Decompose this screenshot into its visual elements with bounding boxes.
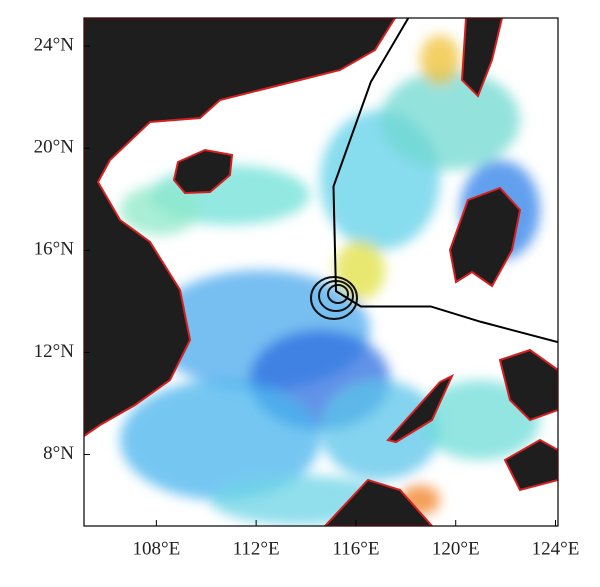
borneo [323,478,434,526]
taiwan [460,18,504,98]
luzon [448,186,522,288]
x-tick-label: 124°E [532,538,580,559]
data-field [120,35,540,525]
track [332,18,558,344]
x-tick-label: 116°E [332,538,379,559]
y-tick-label: 24°N [34,34,75,55]
y-tick-label: 20°N [34,137,75,158]
hainan [172,148,234,195]
mainland [84,18,397,438]
x-tick-label: 108°E [132,538,180,559]
mindanao [503,438,558,492]
x-tick-label: 112°E [233,538,280,559]
y-tick-label: 12°N [34,341,75,362]
x-tick-label: 120°E [432,538,480,559]
palawan [386,373,455,444]
frame [83,17,559,527]
map-area [84,18,558,526]
y-tick-label: 16°N [34,239,75,260]
visayas [498,348,558,422]
y-tick-label: 8°N [43,443,74,464]
